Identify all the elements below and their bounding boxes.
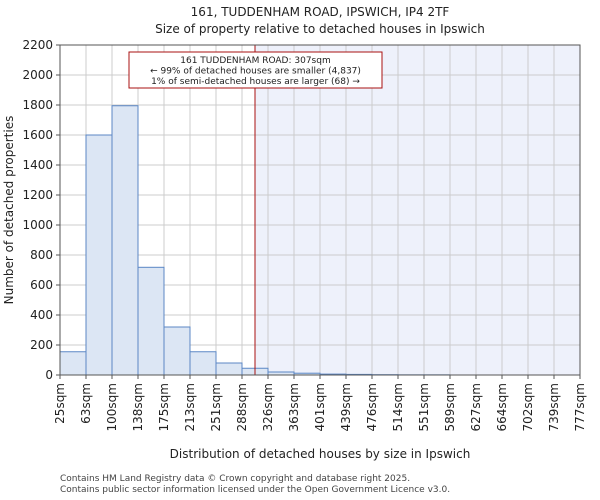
x-tick-label: 627sqm (469, 383, 483, 431)
annotation-line-2: ← 99% of detached houses are smaller (4,… (150, 67, 361, 77)
x-tick-label: 288sqm (235, 383, 249, 431)
bar (189, 351, 217, 376)
bar (215, 362, 243, 376)
x-tick-label: 401sqm (313, 383, 327, 431)
x-tick-label: 476sqm (365, 383, 379, 431)
y-tick-label: 0 (45, 368, 53, 382)
plot-background (255, 45, 580, 375)
x-tick-label: 514sqm (391, 383, 405, 431)
bar (137, 266, 165, 376)
footer-line-2: Contains public sector information licen… (60, 485, 451, 495)
y-tick-label: 2000 (22, 68, 53, 82)
y-tick-label: 600 (30, 278, 53, 292)
y-axis-title: Number of detached properties (2, 116, 16, 305)
bars (59, 105, 451, 376)
footer-line-1: Contains HM Land Registry data © Crown c… (60, 474, 411, 484)
y-tick-label: 1200 (22, 188, 53, 202)
chart-title-line-2: Size of property relative to detached ho… (155, 22, 485, 36)
highlight-region (255, 45, 580, 375)
x-tick-label: 551sqm (417, 383, 431, 431)
x-tick-label: 138sqm (131, 383, 145, 431)
bar (85, 134, 113, 376)
y-tick-label: 1400 (22, 158, 53, 172)
x-tick-label: 251sqm (209, 383, 223, 431)
x-tick-label: 100sqm (105, 383, 119, 431)
annotation-line-1: 161 TUDDENHAM ROAD: 307sqm (180, 56, 330, 66)
y-tick-label: 400 (30, 308, 53, 322)
y-tick-label: 200 (30, 338, 53, 352)
x-tick-label: 175sqm (157, 383, 171, 431)
x-tick-label: 25sqm (53, 383, 67, 424)
x-tick-labels: 25sqm 63sqm 100sqm 138sqm 175sqm 213sqm 251sqm… (53, 375, 587, 431)
x-tick-label: 739sqm (547, 383, 561, 431)
y-tick-label: 1600 (22, 128, 53, 142)
annotation-line-3: 1% of semi-detached houses are larger (6… (151, 77, 360, 87)
x-tick-label: 589sqm (443, 383, 457, 431)
y-tick-label: 800 (30, 248, 53, 262)
y-tick-labels: 0 200 400 600 800 1000 1200 1400 1600 1800 2000 220… (22, 38, 60, 382)
x-tick-label: 702sqm (521, 383, 535, 431)
x-tick-label: 326sqm (261, 383, 275, 431)
bar (111, 105, 139, 376)
x-tick-label: 777sqm (573, 383, 587, 431)
x-tick-label: 363sqm (287, 383, 301, 431)
chart-title-line-1: 161, TUDDENHAM ROAD, IPSWICH, IP4 2TF (191, 5, 450, 19)
x-tick-label: 439sqm (339, 383, 353, 431)
x-tick-label: 664sqm (495, 383, 509, 431)
bar (59, 351, 87, 376)
x-tick-label: 213sqm (183, 383, 197, 431)
y-tick-label: 1000 (22, 218, 53, 232)
x-tick-label: 63sqm (79, 383, 93, 424)
y-tick-label: 2200 (22, 38, 53, 52)
bar (163, 326, 191, 376)
y-tick-label: 1800 (22, 98, 53, 112)
annotation-box: 161 TUDDENHAM ROAD: 307sqm ← 99% of deta… (128, 51, 383, 89)
x-axis-title: Distribution of detached houses by size … (170, 447, 471, 461)
